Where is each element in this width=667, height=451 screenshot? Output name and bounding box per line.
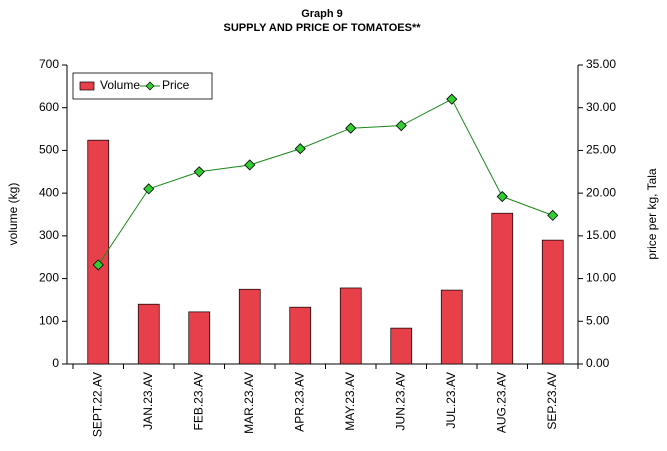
y-tick-label: 500 xyxy=(39,143,59,157)
x-tick-label: FEB.23.AV xyxy=(191,372,205,430)
y-axis-label: volume (kg) xyxy=(6,183,20,246)
bar xyxy=(87,139,110,365)
y2-tick-label: 25.00 xyxy=(586,143,616,157)
legend-label: Price xyxy=(162,78,190,92)
price-marker xyxy=(92,259,104,271)
y2-tick-label: 30.00 xyxy=(586,100,616,114)
x-tick-label: AUG.23.AV xyxy=(494,372,508,433)
x-tick-label: MAY.23.AV xyxy=(343,372,357,431)
price-marker xyxy=(143,183,155,195)
bar xyxy=(541,239,564,365)
x-tick-label: MAR.23.AV xyxy=(242,372,256,434)
bar xyxy=(289,306,312,365)
y2-tick-label: 20.00 xyxy=(586,185,616,199)
x-tick-label: APR.23.AV xyxy=(292,372,306,432)
y-tick-label: 100 xyxy=(39,313,59,327)
price-marker xyxy=(193,166,205,178)
y-tick-label: 0 xyxy=(52,356,59,370)
bar xyxy=(339,287,362,365)
legend-label: Volume xyxy=(100,78,140,92)
y-tick-label: 200 xyxy=(39,271,59,285)
y2-tick-label: 35.00 xyxy=(586,57,616,71)
price-marker xyxy=(446,93,458,105)
legend-box xyxy=(72,72,213,100)
bar xyxy=(491,212,514,365)
x-tick-label: SEP.23.AV xyxy=(545,372,559,430)
price-marker xyxy=(294,143,306,155)
bar xyxy=(440,289,463,365)
y2-tick-label: 0.00 xyxy=(586,356,610,370)
y2-tick-label: 5.00 xyxy=(586,313,610,327)
chart-subtitle: SUPPLY AND PRICE OF TOMATOES** xyxy=(223,22,421,34)
price-line xyxy=(97,98,553,266)
price-marker xyxy=(547,209,559,221)
price-marker xyxy=(395,120,407,132)
y-tick-label: 600 xyxy=(39,100,59,114)
y-tick-label: 700 xyxy=(39,57,59,71)
price-marker xyxy=(244,159,256,171)
bar xyxy=(390,327,413,365)
bar xyxy=(188,311,211,365)
price-marker xyxy=(496,190,508,203)
x-tick-label: JAN.23.AV xyxy=(141,372,155,430)
y2-axis-label: price per kg, Tala xyxy=(645,168,659,259)
chart-title: Graph 9 xyxy=(301,8,343,20)
x-tick-label: JUN.23.AV xyxy=(393,372,407,430)
legend-swatch xyxy=(79,81,95,91)
legend-marker xyxy=(145,81,155,91)
y-tick-label: 300 xyxy=(39,228,59,242)
y2-tick-label: 10.00 xyxy=(586,271,616,285)
bar xyxy=(238,288,261,365)
y-tick-label: 400 xyxy=(39,185,59,199)
bar xyxy=(137,303,160,365)
y2-tick-label: 15.00 xyxy=(586,228,616,242)
price-marker xyxy=(345,122,357,134)
x-tick-label: SEPT.22.AV xyxy=(90,372,104,437)
x-tick-label: JUL.23.AV xyxy=(444,372,458,428)
